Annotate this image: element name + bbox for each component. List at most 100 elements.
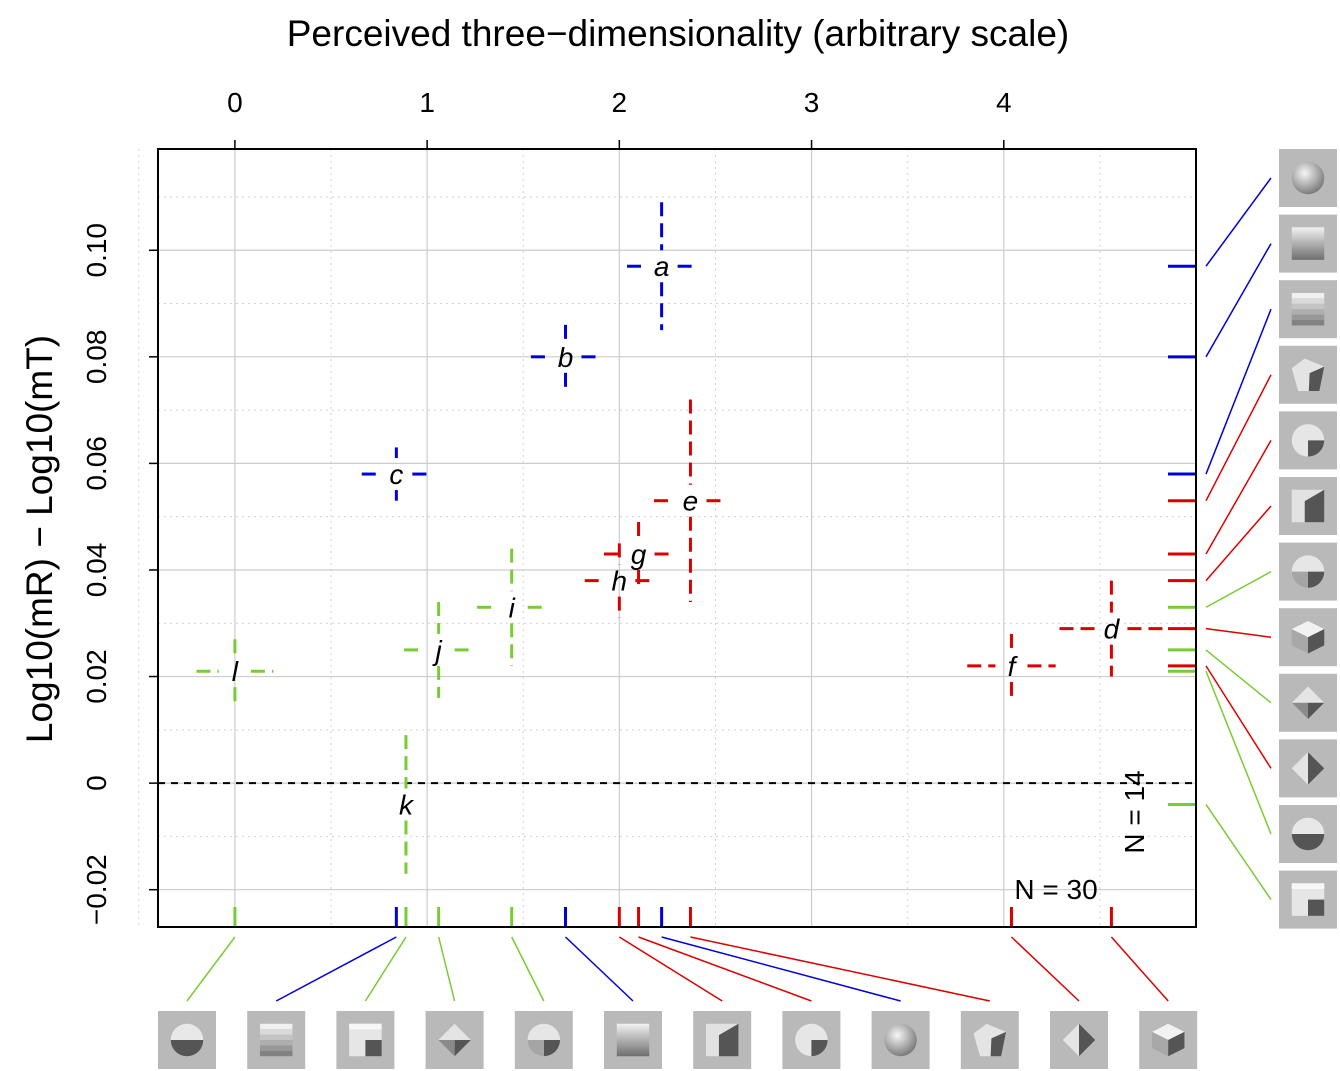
x-tick-label: 0 [227, 87, 243, 118]
icon-shape [1168, 1031, 1185, 1057]
point-f: f [967, 633, 1056, 698]
shaded-square-icon [1279, 214, 1337, 273]
icon-stripe [1291, 314, 1325, 321]
bottom-connector [690, 936, 990, 1002]
bottom-connector [661, 936, 901, 1002]
diamond-quad-icon [1279, 673, 1337, 732]
right-rug [1168, 264, 1196, 806]
point-a: a [627, 202, 697, 331]
icon-stripe [259, 1029, 293, 1035]
bottom-connector [437, 936, 456, 1002]
striped-square-icon [247, 1011, 306, 1069]
right-connector [1205, 505, 1272, 582]
point-c: c [361, 447, 431, 501]
icon-shape [1308, 440, 1325, 457]
point-label: a [654, 251, 670, 282]
icon-shape [1151, 1031, 1169, 1057]
y-tick-label: 0.02 [81, 649, 112, 704]
icon-shape [1308, 366, 1325, 392]
icon-shape [1304, 489, 1325, 523]
diamond-quad-icon [425, 1011, 484, 1069]
annotation-n14: N = 14 [1119, 770, 1150, 853]
folded-square-icon [1279, 870, 1337, 929]
right-connector [1205, 177, 1272, 267]
right-connector [1205, 649, 1272, 704]
icon-shape [365, 1040, 382, 1057]
sphere-icon [1279, 149, 1337, 207]
x-axis-ticks: 0 1 2 3 4 [227, 87, 1012, 149]
icon-shape [349, 1023, 382, 1030]
bottom-connector [638, 936, 812, 1002]
point-label: b [558, 342, 574, 373]
shape-icons [158, 149, 1337, 1069]
bottom-connector [1010, 936, 1080, 1002]
sphere-wedge-icon [514, 1011, 573, 1069]
icon-stripe [1291, 309, 1325, 315]
point-l: l [196, 639, 274, 704]
icon-shape [1308, 629, 1325, 654]
y-tick-label: 0.08 [81, 330, 112, 385]
x-tick-label: 2 [612, 87, 628, 118]
right-connector [1205, 670, 1272, 835]
y-axis-ticks: −0.02 0 0.02 0.04 0.06 0.08 0.10 [81, 223, 158, 925]
half-disc-icon [158, 1011, 216, 1069]
bottom-connector [618, 936, 723, 1002]
sphere-cut-icon [1279, 411, 1337, 470]
bottom-connector [564, 936, 634, 1002]
icon-stripe [259, 1023, 293, 1030]
icon-shape [543, 1040, 561, 1057]
point-b: b [530, 324, 601, 389]
plot-frame [157, 148, 1197, 928]
icon-shape [990, 1031, 1007, 1057]
icon-shape [1151, 1023, 1185, 1040]
right-connector [1205, 374, 1272, 502]
icon-shape [170, 1023, 204, 1040]
point-label: j [432, 635, 443, 666]
point-d: d [1059, 580, 1164, 677]
icon-stripe [1291, 292, 1325, 299]
icon-shape [1291, 834, 1325, 851]
sphere-wedge-icon [1279, 542, 1337, 601]
point-label: k [399, 789, 415, 820]
y-axis-label: Log10(mR) − Log10(mT) [19, 335, 60, 743]
grid [138, 149, 1196, 927]
point-j: j [404, 601, 474, 698]
right-connector [1205, 804, 1272, 901]
icon-shape [1291, 571, 1308, 588]
bottom-rug [233, 907, 1113, 927]
icon-connectors [186, 177, 1272, 1002]
folded-square-icon [336, 1011, 395, 1069]
icon-shape [1308, 752, 1325, 785]
icon-shape [1291, 817, 1325, 834]
bottom-connector [186, 936, 236, 1002]
right-connector [1205, 570, 1272, 608]
y-tick-label: 0.10 [81, 223, 112, 278]
point-label: d [1104, 614, 1121, 645]
point-label: f [1008, 651, 1019, 682]
icon-shape [1079, 1023, 1096, 1057]
sphere-cut-icon [782, 1011, 841, 1069]
point-h: h [584, 543, 654, 618]
icon-shape [811, 1040, 828, 1057]
x-tick-label: 3 [804, 87, 820, 118]
point-label: e [683, 486, 699, 517]
icon-stripe [1291, 298, 1325, 304]
point-label: l [232, 656, 239, 687]
right-connector [1205, 440, 1272, 555]
icon-shape [718, 1023, 739, 1057]
truncated-cube-icon [693, 1011, 752, 1069]
icon-stripe [259, 1050, 293, 1057]
cube-icon [1279, 608, 1337, 667]
icon-stripe [259, 1045, 293, 1051]
right-connector [1205, 308, 1272, 475]
point-g: g [603, 522, 674, 586]
point-label: c [389, 459, 403, 490]
icon-shape [616, 1023, 650, 1057]
half-disc-icon [1279, 805, 1337, 863]
bottom-connector [511, 936, 545, 1002]
point-e: e [653, 399, 727, 602]
pentagon-solid-icon [1279, 345, 1337, 404]
icon-shape [1308, 899, 1325, 916]
point-i: i [477, 548, 547, 666]
